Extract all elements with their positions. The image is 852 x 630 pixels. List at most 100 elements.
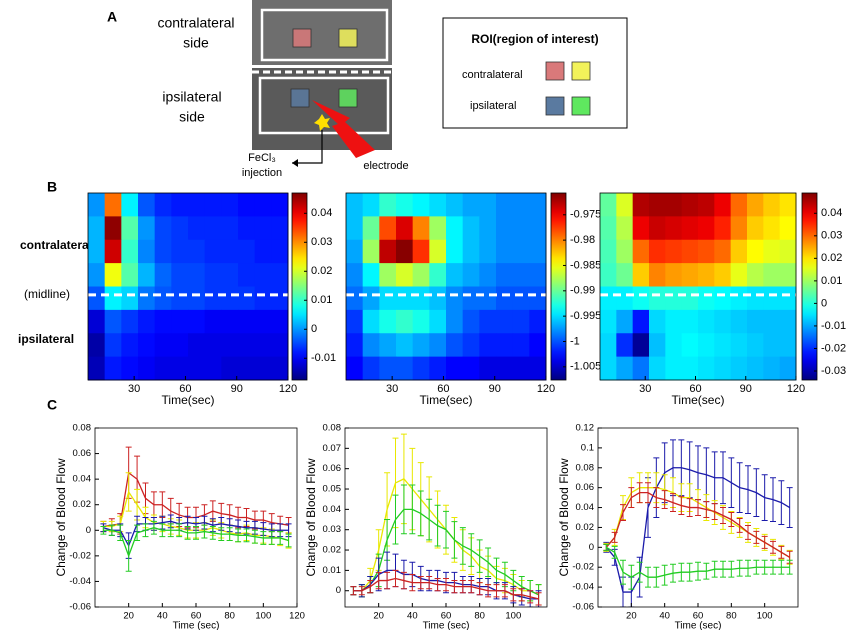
heat-cell xyxy=(681,309,699,334)
heat-cell xyxy=(665,356,683,381)
heat-cell xyxy=(714,216,732,241)
heat-cell xyxy=(429,309,447,334)
heat-cell xyxy=(412,193,430,217)
heat-cell xyxy=(479,216,497,241)
heat-cell xyxy=(138,239,156,264)
panel-letter: C xyxy=(47,397,57,413)
heat-cell xyxy=(254,333,272,358)
heat-cell xyxy=(238,239,256,264)
heat-cell xyxy=(138,356,156,381)
heat-cell xyxy=(254,309,272,334)
heat-cell xyxy=(154,286,172,311)
heat-cell xyxy=(429,216,447,241)
y-tick-label: 0.06 xyxy=(576,482,595,493)
heat-cell xyxy=(714,263,732,287)
roi-squares xyxy=(290,28,358,108)
heat-cell xyxy=(88,216,106,241)
heat-cell xyxy=(616,286,634,311)
legend-swatch xyxy=(571,61,591,81)
heat-cell xyxy=(138,286,156,311)
colorbar xyxy=(801,192,818,381)
colorbar-tick-label: -0.03 xyxy=(821,365,846,377)
heat-cell xyxy=(154,309,172,334)
x-tick-label: 60 xyxy=(191,611,202,622)
x-tick-label: 20 xyxy=(123,611,134,622)
heat-cell xyxy=(171,216,189,241)
series-line xyxy=(605,491,791,558)
heat-cell xyxy=(600,193,617,217)
y-tick-label: 0.04 xyxy=(323,504,342,515)
heat-cell xyxy=(238,263,256,287)
x-tick-label: 120 xyxy=(537,383,555,395)
heat-cell xyxy=(779,263,797,287)
heat-cell xyxy=(221,216,239,241)
heat-cell xyxy=(681,193,699,217)
x-axis-label: Time (sec) xyxy=(173,621,220,630)
heat-cell xyxy=(346,263,364,287)
heat-cell xyxy=(698,263,715,287)
legend-swatches xyxy=(545,61,591,116)
heat-cell xyxy=(681,356,699,381)
heat-cell xyxy=(221,333,239,358)
heat-cell xyxy=(730,309,748,334)
heat-cell xyxy=(204,333,222,358)
heat-cell xyxy=(238,216,256,241)
error-bar xyxy=(786,559,793,575)
heat-cell xyxy=(104,216,122,241)
heat-cell xyxy=(496,216,514,241)
heat-cell xyxy=(362,216,380,241)
heat-cell xyxy=(632,239,650,264)
heat-cell xyxy=(188,356,206,381)
y-tick-label: 0.04 xyxy=(73,474,92,485)
heat-cell xyxy=(747,239,764,264)
heat-cell xyxy=(429,333,447,358)
heat-cell xyxy=(204,216,222,241)
plot-frame xyxy=(345,192,547,381)
heat-cell xyxy=(779,309,797,334)
heat-cell xyxy=(188,286,206,311)
error-bar xyxy=(603,543,610,551)
heat-cell xyxy=(763,309,781,334)
heat-cell xyxy=(362,239,380,264)
heat-cell xyxy=(649,309,666,334)
heat-cell xyxy=(271,356,289,381)
heat-cell xyxy=(238,356,256,381)
series-group xyxy=(100,446,292,572)
heat-cell xyxy=(632,356,650,381)
y-tick-label: -0.02 xyxy=(572,562,594,573)
heat-cell xyxy=(104,356,122,381)
heat-cell xyxy=(104,239,122,264)
heat-cell xyxy=(714,239,732,264)
x-tick-label: 60 xyxy=(437,383,449,395)
heat-cell xyxy=(221,356,239,381)
heat-cell xyxy=(446,333,464,358)
heat-cell xyxy=(204,286,222,311)
series-line xyxy=(605,546,790,578)
heat-cell xyxy=(632,333,650,358)
heat-cell xyxy=(496,263,514,287)
heat-cell xyxy=(171,333,189,358)
heat-cell xyxy=(154,239,172,264)
heat-cell xyxy=(412,263,430,287)
brain-image xyxy=(252,0,392,167)
heat-cell xyxy=(204,263,222,287)
colorbar-tick-label: -1 xyxy=(570,335,580,347)
heat-cell xyxy=(681,216,699,241)
heat-cell xyxy=(254,239,272,264)
legend-label: ipsilateral xyxy=(470,100,516,112)
heat-cell xyxy=(171,309,189,334)
heat-cell xyxy=(600,216,617,241)
series-line xyxy=(353,577,539,600)
heat-cell xyxy=(121,216,139,241)
y-tick-label: 0.01 xyxy=(323,565,342,576)
roi-square xyxy=(290,88,310,108)
heat-cell xyxy=(779,239,797,264)
x-tick-label: 40 xyxy=(407,611,418,622)
heat-cell xyxy=(412,309,430,334)
heat-cell xyxy=(188,216,206,241)
colorbar-tick-label: 0.01 xyxy=(821,275,842,287)
heat-cell xyxy=(238,333,256,358)
heat-cell xyxy=(730,286,748,311)
heat-cell xyxy=(496,239,514,264)
heat-cell xyxy=(221,309,239,334)
